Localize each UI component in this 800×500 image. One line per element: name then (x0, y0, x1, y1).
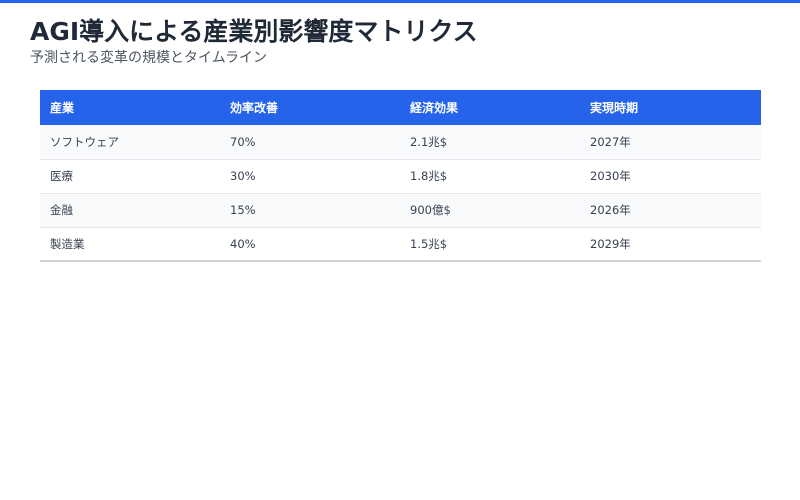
cell-economic-effect: 2.1兆$ (410, 134, 448, 149)
cell-timeline: 2029年 (590, 236, 631, 251)
top-accent-bar (0, 0, 800, 3)
cell-timeline: 2027年 (590, 134, 631, 149)
column-header-efficiency: 効率改善 (230, 101, 279, 115)
table-row: 製造業 40% 1.5兆$ 2029年 (40, 227, 761, 261)
cell-timeline: 2030年 (590, 169, 631, 183)
cell-economic-effect: 1.5兆$ (410, 236, 448, 251)
page-title: AGI導入による産業別影響度マトリクス (30, 17, 478, 46)
cell-efficiency: 30% (230, 169, 256, 183)
cell-industry: 製造業 (50, 236, 85, 251)
industry-impact-table: 産業 効率改善 経済効果 実現時期 ソフトウェア 70% 2.1兆$ 2027年… (40, 90, 761, 262)
table-row: ソフトウェア 70% 2.1兆$ 2027年 (40, 125, 761, 159)
cell-industry: ソフトウェア (50, 134, 119, 149)
column-header-economic-effect: 経済効果 (410, 101, 459, 115)
cell-industry: 金融 (50, 203, 73, 217)
table-header-row: 産業 効率改善 経済効果 実現時期 (40, 90, 761, 125)
cell-economic-effect: 1.8兆$ (410, 169, 448, 183)
table-row: 医療 30% 1.8兆$ 2030年 (40, 159, 761, 193)
column-header-timeline: 実現時期 (590, 101, 639, 115)
table-row: 金融 15% 900億$ 2026年 (40, 193, 761, 227)
cell-efficiency: 15% (230, 203, 256, 217)
cell-efficiency: 40% (230, 236, 256, 251)
page-subtitle: 予測される変革の規模とタイムライン (30, 50, 268, 66)
column-header-industry: 産業 (50, 101, 75, 115)
cell-industry: 医療 (50, 169, 73, 183)
cell-economic-effect: 900億$ (410, 203, 451, 217)
cell-efficiency: 70% (230, 134, 256, 149)
cell-timeline: 2026年 (590, 203, 631, 217)
